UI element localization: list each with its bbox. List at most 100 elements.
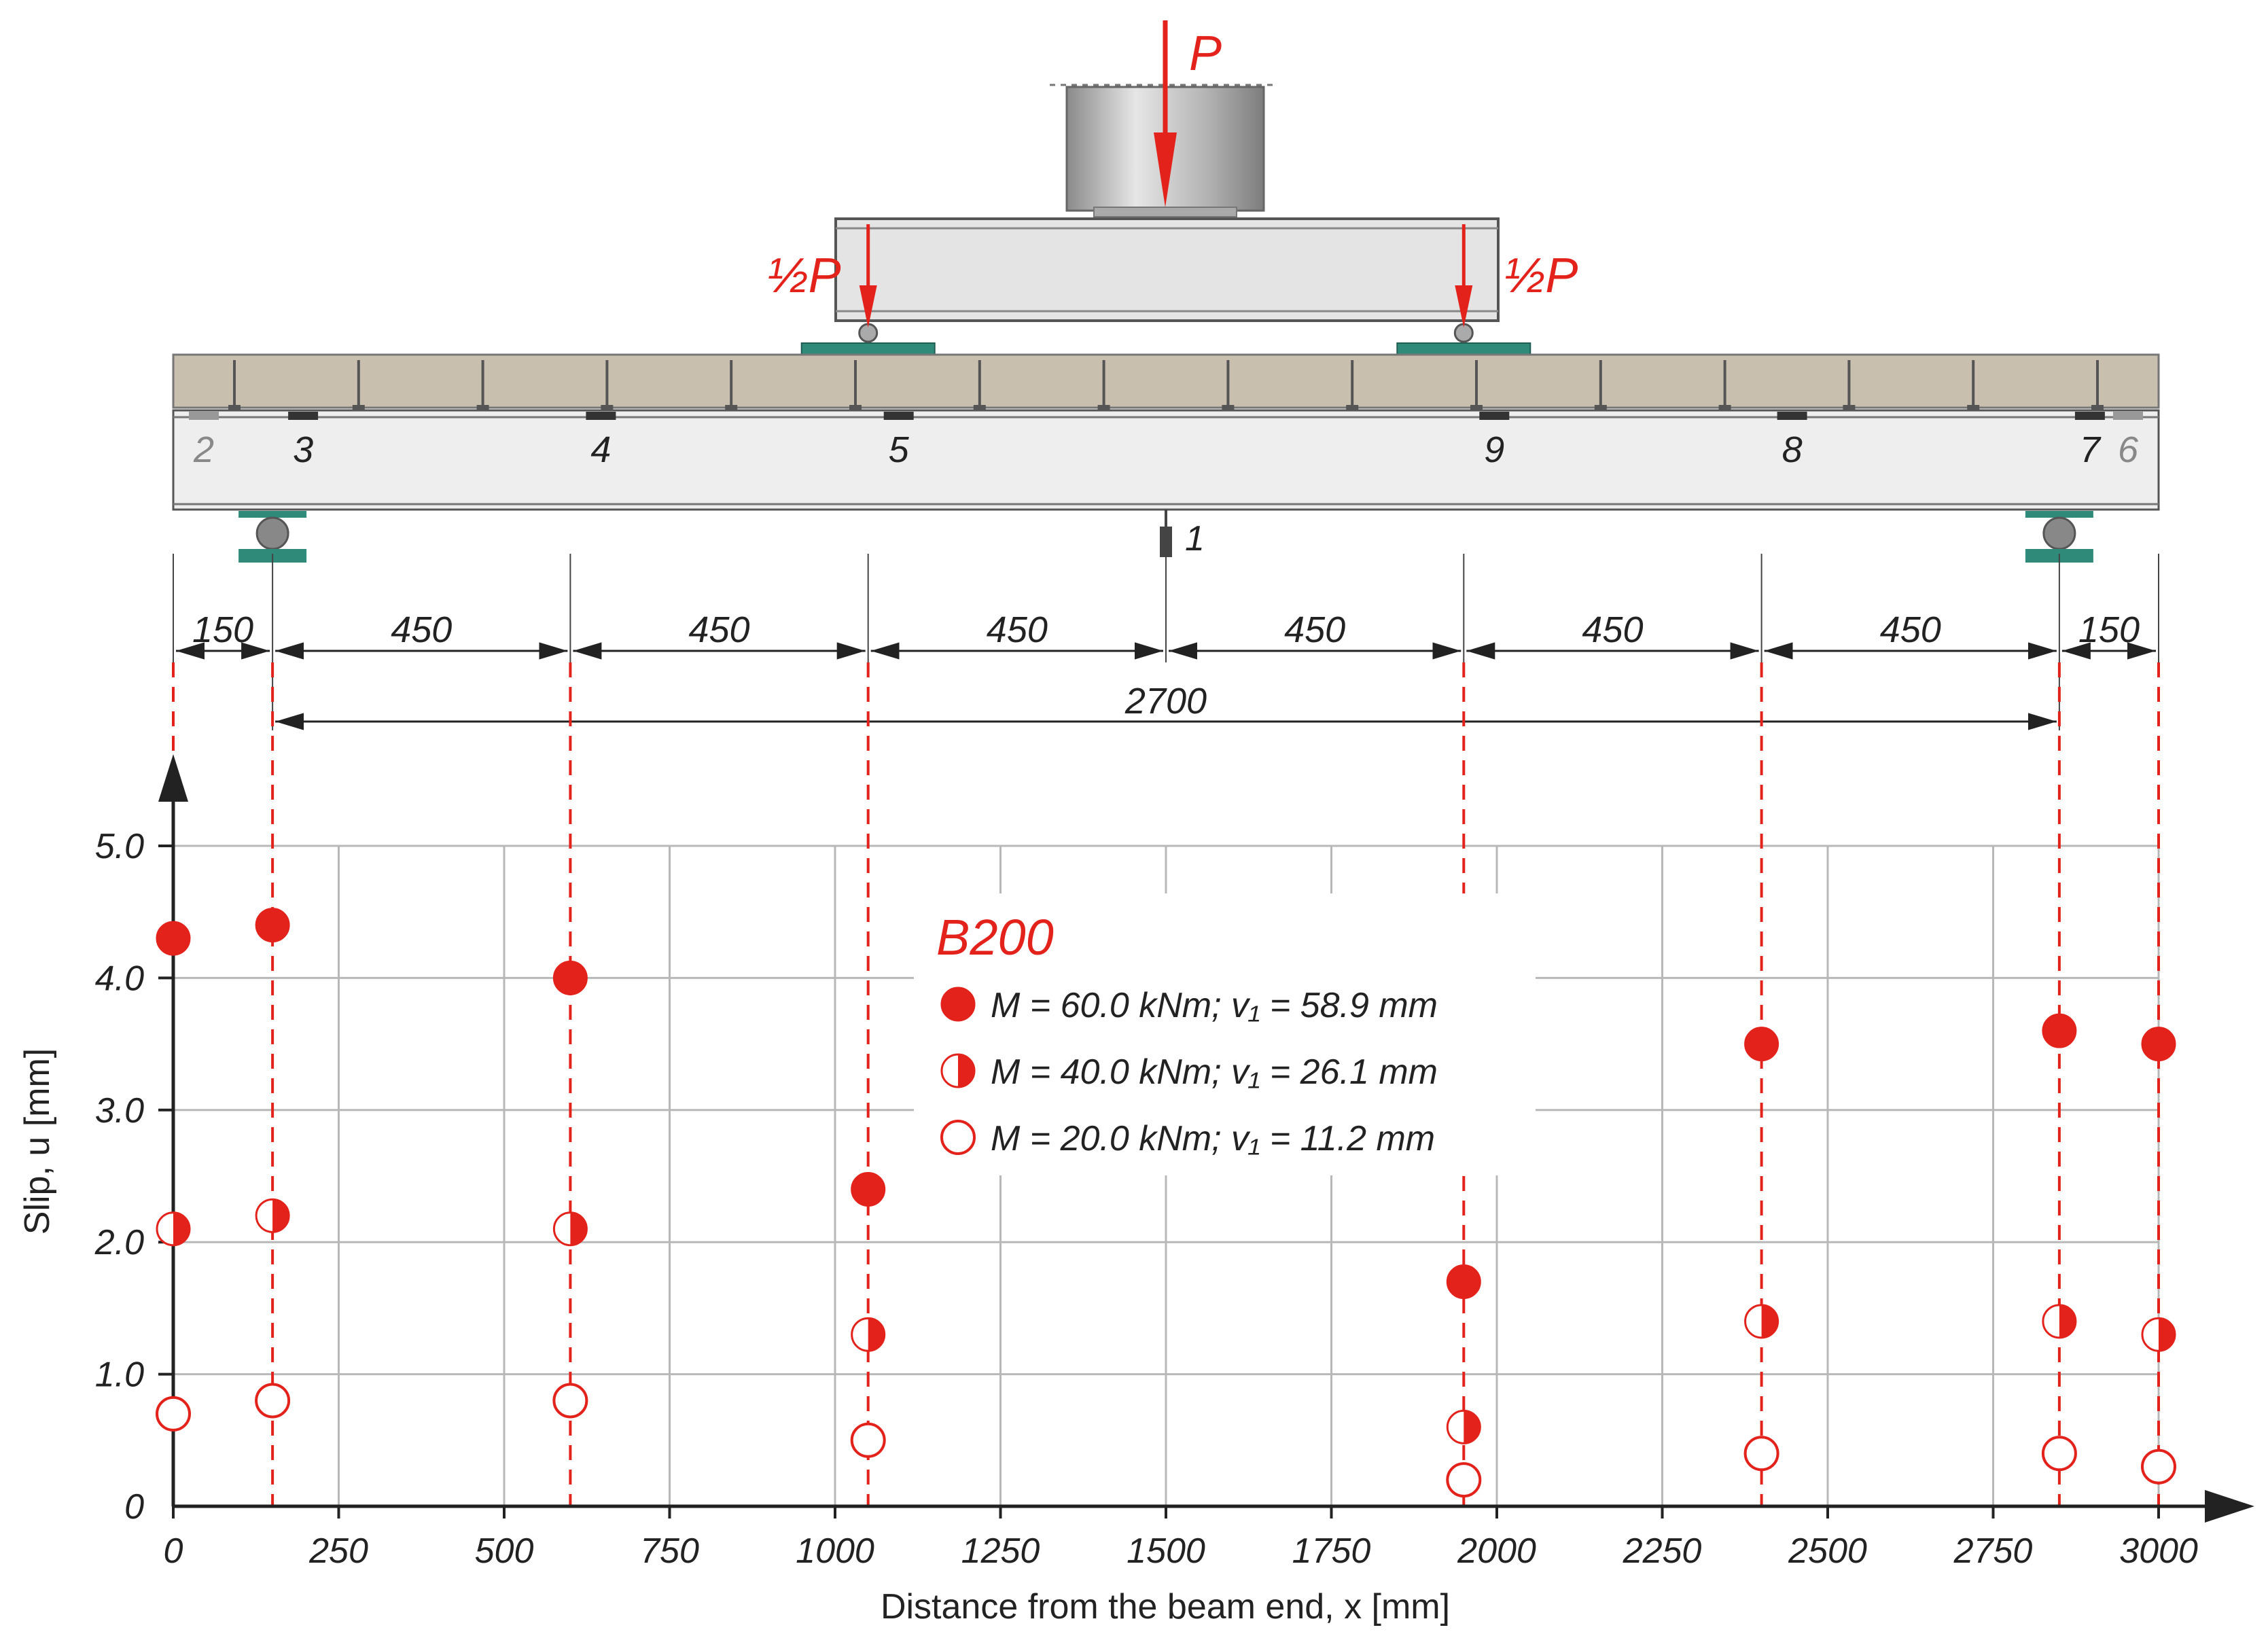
x-tick-label: 1000 bbox=[796, 1531, 874, 1571]
steel-beam bbox=[172, 409, 2160, 511]
x-tick-label: 1750 bbox=[1292, 1531, 1371, 1571]
support-plate-top bbox=[238, 511, 307, 518]
slip-gauge bbox=[189, 412, 219, 420]
shear-connector-head bbox=[1594, 405, 1607, 410]
legend-label: M = 40.0 kNm; v₁ = 26.1 mm bbox=[991, 1052, 1438, 1092]
x-tick-label: 250 bbox=[308, 1531, 368, 1571]
x-axis-label: Distance from the beam end, x [mm] bbox=[881, 1587, 1450, 1627]
y-tick-label: 4.0 bbox=[95, 959, 144, 998]
data-point-half-fill bbox=[173, 1212, 190, 1245]
load-plate bbox=[800, 342, 936, 356]
legend-items: M = 60.0 kNm; v₁ = 58.9 mm M = 40.0 kNm; … bbox=[940, 986, 1438, 1158]
support-roller bbox=[255, 516, 289, 550]
dimension-segment-label: 150 bbox=[2078, 609, 2140, 650]
y-axis-arrow bbox=[158, 754, 188, 802]
shear-connector-head bbox=[849, 405, 862, 410]
data-point-filled bbox=[851, 1171, 886, 1207]
data-point-filled bbox=[1446, 1264, 1481, 1300]
shear-connector-head bbox=[601, 405, 614, 410]
slip-gauge bbox=[883, 412, 914, 420]
x-tick-label: 2750 bbox=[1953, 1531, 2033, 1571]
shear-connector-head bbox=[476, 405, 489, 410]
x-tick-label: 3000 bbox=[2119, 1531, 2198, 1571]
data-point-half-fill bbox=[868, 1318, 885, 1351]
x-axis-arrow bbox=[2205, 1490, 2254, 1523]
data-point-filled bbox=[1744, 1027, 1779, 1062]
dimension-segment-label: 450 bbox=[1284, 609, 1345, 650]
shear-connector-head bbox=[1843, 405, 1856, 410]
support-roller bbox=[2042, 516, 2076, 550]
spreader-beam bbox=[834, 217, 1500, 322]
shear-connector-head bbox=[1346, 405, 1359, 410]
data-point-filled bbox=[2042, 1013, 2077, 1048]
data-point-half bbox=[1744, 1304, 1779, 1339]
data-point-filled bbox=[255, 908, 290, 943]
data-point-filled bbox=[552, 960, 588, 995]
data-point-open bbox=[2041, 1436, 2077, 1472]
x-tick-label: 0 bbox=[164, 1531, 183, 1571]
shear-connector-head bbox=[973, 405, 986, 410]
dimension-lines: 150 450 450 450 450 450 450 150 2700 bbox=[173, 554, 2159, 730]
legend-marker-filled bbox=[940, 987, 976, 1022]
slip-gauge bbox=[2113, 412, 2143, 420]
slip-gauge bbox=[288, 412, 319, 420]
data-point-filled bbox=[2141, 1027, 2176, 1062]
shear-connector-head bbox=[1470, 405, 1483, 410]
slip-gauge-label: 5 bbox=[889, 429, 910, 470]
legend-label: M = 60.0 kNm; v₁ = 58.9 mm bbox=[991, 986, 1438, 1025]
x-tick-label: 2500 bbox=[1788, 1531, 1867, 1571]
slip-gauge-label: 9 bbox=[1484, 429, 1504, 470]
dimension-segment-label: 450 bbox=[1880, 609, 1941, 650]
y-tick-label: 5.0 bbox=[95, 827, 144, 866]
slip-gauge bbox=[2074, 412, 2105, 420]
span-dimension-label: 2700 bbox=[1124, 681, 1207, 722]
deflection-gauge-body bbox=[1160, 527, 1172, 557]
x-tick-labels: 0 250 500 750 1000 1250 1500 1750 2000 2250 2500 27… bbox=[164, 1531, 2198, 1571]
load-points: ½P ½P bbox=[768, 224, 1578, 356]
legend-background bbox=[914, 893, 1536, 1175]
deflection-gauge-label: 1 bbox=[1185, 519, 1205, 558]
load-label: P bbox=[1189, 26, 1222, 81]
slip-gauge-label: 6 bbox=[2118, 429, 2139, 470]
data-point-half bbox=[2141, 1317, 2176, 1352]
y-tick-labels: 0 1.0 2.0 3.0 4.0 5.0 bbox=[94, 827, 144, 1527]
shear-connector-head bbox=[352, 405, 365, 410]
data-point-half bbox=[552, 1211, 588, 1247]
shear-connector-head bbox=[725, 405, 738, 410]
data-point-half-fill bbox=[1761, 1304, 1778, 1338]
data-point-half bbox=[2042, 1304, 2077, 1339]
y-tick-label: 0 bbox=[124, 1487, 144, 1527]
slip-gauge-label: 7 bbox=[2080, 429, 2102, 470]
half-load-label: ½P bbox=[1504, 249, 1578, 303]
data-point-filled bbox=[156, 921, 191, 956]
shear-connectors bbox=[228, 360, 2104, 410]
data-point-half-fill bbox=[2159, 1318, 2175, 1351]
x-tick-label: 750 bbox=[640, 1531, 699, 1571]
slip-gauge-label: 3 bbox=[293, 429, 313, 470]
slip-gauge bbox=[586, 412, 616, 420]
data-point-half bbox=[1446, 1409, 1481, 1444]
x-tick-label: 2250 bbox=[1623, 1531, 1702, 1571]
data-point-half bbox=[156, 1211, 191, 1247]
data-point-open bbox=[2141, 1449, 2176, 1485]
legend-marker-half-fill bbox=[958, 1054, 974, 1087]
dimension-segment-label: 150 bbox=[192, 609, 253, 650]
shear-connector-head bbox=[1718, 405, 1731, 410]
data-point-half bbox=[255, 1198, 290, 1233]
half-load-arrow-head bbox=[859, 285, 877, 327]
shear-connector-head bbox=[228, 405, 241, 410]
half-load-label: ½P bbox=[768, 249, 841, 303]
x-tick-label: 2000 bbox=[1457, 1531, 1536, 1571]
legend-label: M = 20.0 kNm; v₁ = 11.2 mm bbox=[991, 1119, 1435, 1158]
x-tick-label: 1500 bbox=[1127, 1531, 1205, 1571]
load-arrow-head bbox=[1154, 132, 1177, 207]
dimension-segment-label: 450 bbox=[391, 609, 452, 650]
shear-connector-head bbox=[2091, 405, 2104, 410]
data-point-open bbox=[1446, 1462, 1482, 1498]
data-point-half bbox=[851, 1317, 886, 1352]
slip-gauge bbox=[1777, 412, 1807, 420]
concrete-slab bbox=[172, 353, 2160, 409]
